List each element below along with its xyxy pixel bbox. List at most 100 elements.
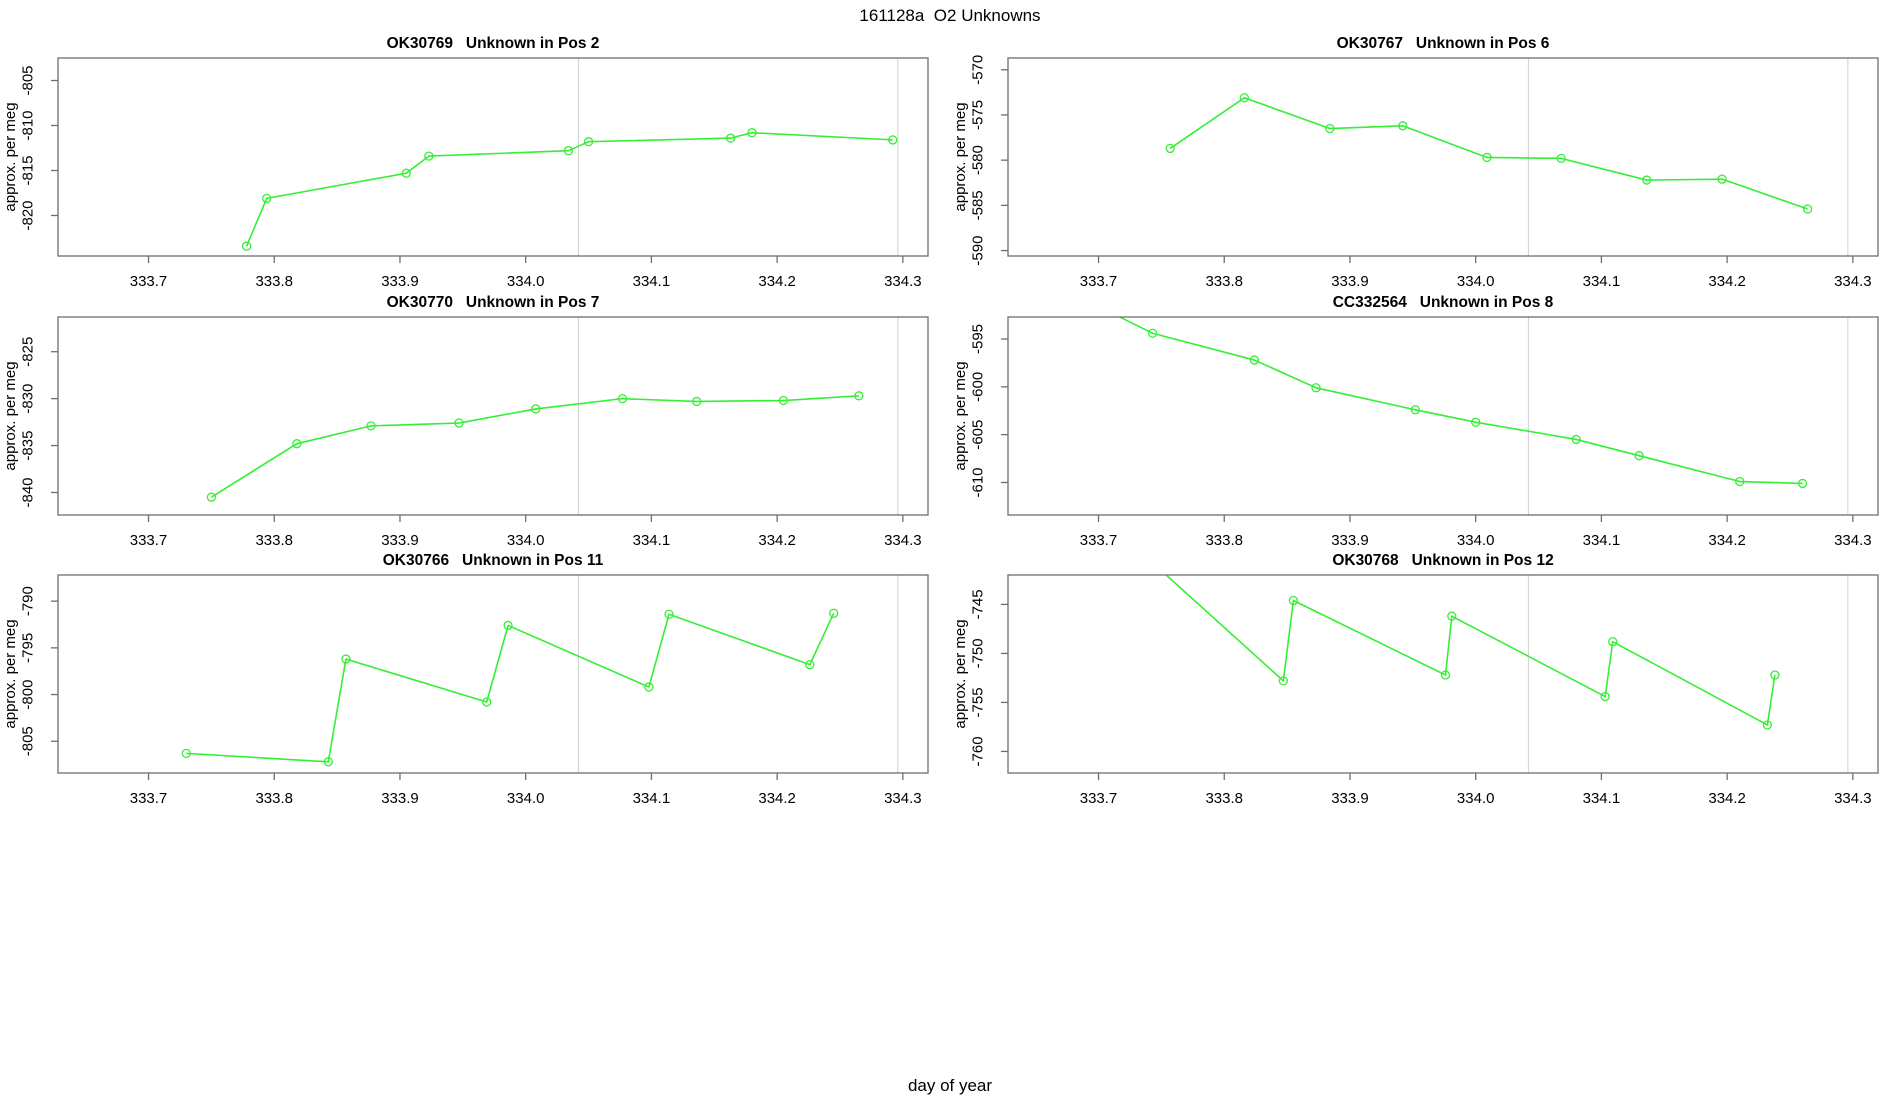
data-point-marker (1762, 720, 1773, 730)
data-point-marker (1447, 611, 1457, 621)
x-axis-label: day of year (907, 1076, 993, 1095)
panel-CC332564: 333.7 333.8 333.9 334.0 334.1 334.2 334.3 -610 -… (952, 294, 1879, 549)
y-tick-label: -830 (20, 384, 37, 414)
y-axis-title: approx. per meg (2, 361, 19, 470)
data-polyline (245, 131, 893, 247)
panel-title: OK30768 Unknown in Pos 12 (1332, 552, 1553, 569)
data-polyline (186, 612, 835, 763)
y-tick-label: -580 (970, 145, 987, 175)
y-tick-label: -805 (20, 65, 37, 95)
x-tick-label: 334.2 (1708, 273, 1746, 290)
data-point-marker (747, 128, 757, 138)
y-tick-label: -815 (20, 155, 37, 185)
x-tick-label: 334.0 (1457, 532, 1495, 549)
panel-title: OK30767 Unknown in Pos 6 (1337, 35, 1550, 52)
x-tick-label: 333.9 (381, 273, 419, 290)
panel-border (1007, 574, 1879, 774)
y-axis-title: approx. per meg (952, 361, 969, 470)
data-point-marker (617, 393, 628, 404)
y-tick-label: -820 (20, 200, 37, 230)
x-tick-label: 334.3 (884, 273, 922, 290)
y-tick-label: -745 (970, 589, 987, 619)
panel-border (57, 57, 929, 257)
x-tick-label: 333.8 (255, 273, 293, 290)
data-point-marker (531, 404, 541, 414)
data-point-marker (401, 168, 411, 178)
data-point-marker (366, 421, 376, 431)
data-point-marker (692, 396, 702, 407)
y-tick-label: -750 (970, 638, 987, 668)
y-tick-label: -760 (970, 736, 987, 766)
y-tick-label: -590 (970, 236, 987, 266)
data-point-marker (1735, 476, 1745, 487)
panel-title: OK30769 Unknown in Pos 2 (387, 35, 600, 52)
y-tick-label: -790 (20, 586, 37, 616)
data-point-marker (323, 757, 333, 767)
x-tick-label: 334.2 (758, 532, 796, 549)
data-point-marker (1239, 93, 1250, 103)
x-tick-label: 334.1 (1583, 532, 1621, 549)
data-point-marker (778, 395, 789, 406)
data-point-marker (341, 654, 351, 664)
panel-border (57, 316, 929, 516)
data-point-marker (1095, 302, 1103, 310)
data-point-marker (1398, 121, 1408, 131)
data-point-marker (725, 133, 736, 143)
data-point-marker (1249, 355, 1260, 365)
panel-border (1007, 57, 1879, 257)
panel-border (57, 574, 929, 774)
panel-title: OK30770 Unknown in Pos 7 (387, 294, 600, 311)
x-tick-label: 334.0 (507, 532, 545, 549)
data-point-marker (805, 660, 815, 670)
panel-title: OK30766 Unknown in Pos 11 (383, 552, 604, 569)
data-point-marker (1325, 123, 1335, 134)
data-point-marker (664, 609, 674, 619)
y-tick-label: -585 (970, 190, 987, 220)
data-point-marker (482, 697, 492, 707)
data-polyline (1169, 96, 1808, 210)
x-tick-label: 334.1 (1583, 790, 1621, 807)
x-tick-label: 333.8 (255, 790, 293, 807)
x-tick-label: 333.7 (130, 790, 168, 807)
data-point-marker (1482, 152, 1492, 163)
y-axis-title: approx. per meg (952, 102, 969, 211)
x-tick-label: 334.2 (758, 273, 796, 290)
x-tick-label: 334.2 (1708, 790, 1746, 807)
data-point-marker (1802, 204, 1813, 214)
data-point-marker (206, 492, 217, 502)
x-tick-label: 334.1 (633, 532, 671, 549)
x-tick-label: 334.2 (1708, 532, 1746, 549)
data-point-marker (854, 391, 864, 401)
data-point-marker (1278, 676, 1288, 686)
data-point-marker (1471, 417, 1481, 427)
data-polyline (1164, 575, 1776, 726)
x-tick-label: 333.7 (1080, 273, 1118, 290)
panels-grid: 333.7 333.8 333.9 334.0 334.1 334.2 334.3 -820 -… (2, 35, 1879, 807)
x-tick-label: 333.8 (1205, 790, 1243, 807)
data-point-marker (241, 241, 252, 251)
data-point-marker (1608, 637, 1618, 647)
data-point-marker (1556, 153, 1566, 164)
x-tick-label: 334.1 (633, 790, 671, 807)
panel-OK30769: 333.7 333.8 333.9 334.0 334.1 334.2 334.3 -820 -… (2, 35, 929, 290)
y-axis-title: approx. per meg (952, 619, 969, 728)
data-point-marker (888, 135, 898, 145)
panel-title: CC332564 Unknown in Pos 8 (1333, 294, 1554, 311)
data-point-marker (424, 151, 434, 161)
x-tick-label: 333.7 (130, 273, 168, 290)
data-point-marker (181, 748, 191, 759)
x-tick-label: 334.0 (1457, 273, 1495, 290)
x-tick-label: 334.1 (1583, 273, 1621, 290)
data-point-marker (1145, 555, 1153, 563)
panel-border (1007, 316, 1879, 516)
x-tick-label: 333.9 (1331, 273, 1369, 290)
x-tick-label: 333.7 (1080, 532, 1118, 549)
x-tick-label: 334.0 (507, 273, 545, 290)
y-tick-label: -795 (20, 633, 37, 663)
x-tick-label: 334.3 (884, 790, 922, 807)
data-point-marker (1571, 434, 1581, 445)
data-polyline (210, 395, 859, 498)
panel-OK30767: 333.7 333.8 333.9 334.0 334.1 334.2 334.3 -590 -… (952, 35, 1879, 290)
x-tick-label: 334.0 (1457, 790, 1495, 807)
